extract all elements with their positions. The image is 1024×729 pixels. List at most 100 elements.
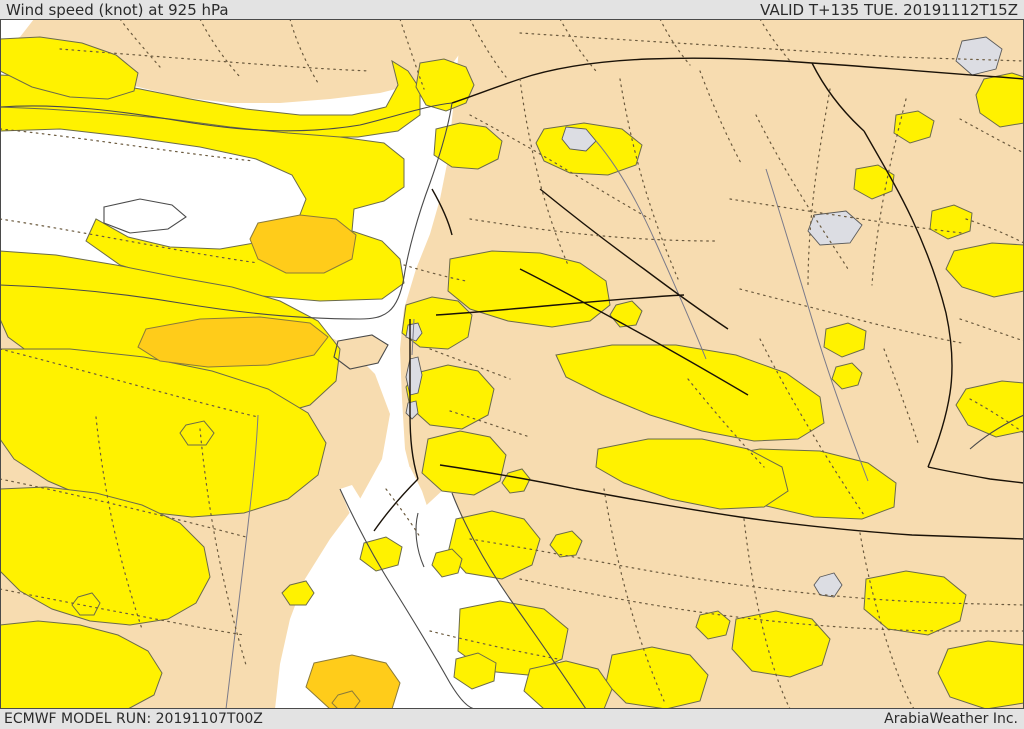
contour-yellow-palmyra-band bbox=[447, 250, 611, 328]
contour-yellow-spot-3 bbox=[549, 530, 583, 558]
internal-border-iraq-f bbox=[759, 338, 865, 516]
contour-yellow-arabia-s-c bbox=[523, 660, 613, 709]
internal-border-anatolia-east2 bbox=[659, 19, 691, 66]
lake-urmia bbox=[955, 36, 1003, 76]
border-israel-egypt-sinai bbox=[373, 478, 419, 532]
contour-yellow-spot-2 bbox=[501, 468, 531, 494]
contour-yellow-lower-egypt-strip bbox=[0, 620, 163, 709]
internal-border-iraq-g bbox=[883, 348, 919, 444]
page-title: Wind speed (knot) at 925 hPa bbox=[6, 1, 229, 19]
internal-border-syria-e bbox=[469, 218, 717, 242]
contour-yellow-zagros-front bbox=[945, 242, 1024, 298]
lake-tharthar bbox=[813, 572, 843, 598]
internal-border-iran-d bbox=[969, 398, 1024, 434]
coastline-red-sea-west bbox=[339, 488, 477, 709]
internal-border-jordan-a bbox=[429, 348, 511, 380]
lakes-layer bbox=[405, 36, 1003, 598]
internal-border-syria-d bbox=[699, 70, 743, 166]
model-run-label: ECMWF MODEL RUN: 20191107T00Z bbox=[4, 711, 263, 727]
internal-border-levant-a bbox=[403, 264, 467, 282]
lake-assad bbox=[561, 126, 597, 152]
river-tigris bbox=[765, 168, 869, 482]
contour-gold-hejaz-patch bbox=[305, 654, 401, 709]
contour-yellow-iraq-spot-a bbox=[853, 164, 895, 200]
contour-yellow-egypt-core bbox=[0, 348, 327, 518]
contour-yellow-spot-4 bbox=[281, 580, 315, 606]
internal-border-saudi-a bbox=[603, 488, 665, 702]
river-jordan bbox=[411, 318, 415, 356]
coastline-mediterranean-south bbox=[0, 276, 405, 320]
internal-border-turkey-b bbox=[199, 19, 241, 78]
border-israel-jordan bbox=[409, 319, 419, 480]
contour-yellow-spot-5 bbox=[179, 420, 215, 446]
internal-border-anatolia-east3 bbox=[759, 19, 791, 62]
border-syria-jordan bbox=[435, 294, 685, 316]
internal-border-iran-a bbox=[959, 118, 1024, 154]
bottom-info-bar: ECMWF MODEL RUN: 20191107T00Z ArabiaWeat… bbox=[0, 709, 1024, 729]
internal-border-syria-a bbox=[469, 114, 651, 220]
contour-yellow-red-sea-spot-a bbox=[453, 652, 497, 690]
coastline-crete bbox=[103, 198, 187, 234]
border-turkey-iraq-east bbox=[811, 62, 865, 132]
border-lebanon-syria bbox=[431, 188, 453, 236]
rivers-layer bbox=[225, 140, 869, 709]
contour-yellow-najd-band bbox=[595, 438, 789, 510]
contour-yellow-syria-interior bbox=[433, 122, 503, 170]
sea-black-sea bbox=[0, 19, 34, 43]
valid-time-label: VALID T+135 TUE. 20191112T15Z bbox=[760, 1, 1018, 19]
border-turkey-syria bbox=[451, 57, 1024, 104]
coastline-red-sea-east bbox=[451, 492, 587, 709]
contour-yellow-red-sea-spot-b bbox=[431, 548, 463, 578]
internal-border-anatolia-north bbox=[519, 32, 1024, 62]
contour-yellow-iraq-spot-b bbox=[893, 110, 935, 144]
internal-border-egypt-a bbox=[0, 348, 259, 418]
border-jordan-saudi-south bbox=[439, 464, 1024, 540]
contour-yellow-levant-north bbox=[415, 58, 475, 112]
internal-border-saudi-f bbox=[429, 630, 559, 660]
contour-band-gold bbox=[137, 214, 401, 709]
contour-yellow-arabia-s-a bbox=[731, 610, 831, 678]
internal-borders-layer bbox=[0, 19, 1024, 709]
contour-yellow-sinai-spot bbox=[359, 536, 403, 572]
river-nile bbox=[225, 414, 259, 709]
coastline-cyprus bbox=[333, 334, 389, 370]
land-turkey-peninsula bbox=[0, 19, 470, 103]
coastline-sinai-south bbox=[415, 512, 425, 568]
top-info-bar: Wind speed (knot) at 925 hPa VALID T+135… bbox=[0, 0, 1024, 19]
internal-border-turkey-e bbox=[399, 19, 425, 90]
map-canvas[interactable] bbox=[0, 19, 1024, 709]
contour-yellow-arabia-se-b bbox=[937, 640, 1024, 709]
contour-yellow-arabia-mid-spot-a bbox=[695, 610, 731, 640]
internal-border-egypt-e bbox=[0, 588, 245, 636]
contour-yellow-iraq-spot-d bbox=[823, 322, 867, 358]
internal-border-egypt-f bbox=[0, 218, 259, 264]
internal-border-turkey-f bbox=[469, 19, 507, 78]
internal-border-iran-b bbox=[965, 218, 1024, 244]
contour-yellow-arabia-se-a bbox=[863, 570, 967, 636]
border-syria-iraq bbox=[539, 188, 729, 330]
river-euphrates bbox=[595, 140, 707, 360]
internal-border-turkey-c bbox=[289, 19, 319, 84]
coastline-layer bbox=[0, 102, 1024, 709]
coastline-levant bbox=[403, 102, 453, 278]
contour-gold-mediterranean-elongated bbox=[137, 316, 329, 368]
credit-label: ArabiaWeather Inc. bbox=[884, 711, 1018, 727]
internal-border-iraq-b bbox=[807, 88, 831, 288]
internal-border-syria-b bbox=[519, 78, 569, 266]
land-island-cyprus bbox=[334, 335, 388, 369]
internal-border-egypt-d bbox=[199, 428, 247, 666]
lake-dead-sea-south bbox=[405, 400, 419, 420]
contour-yellow-arabia-mid-spot-b bbox=[831, 362, 863, 390]
internal-border-saudi-e bbox=[469, 538, 1024, 606]
border-saudi-kuwait bbox=[927, 466, 1024, 484]
internal-border-egypt-b bbox=[0, 478, 247, 538]
lake-van bbox=[807, 210, 863, 246]
contour-yellow-dead-sea-east bbox=[405, 364, 495, 430]
coastline-persian-gulf bbox=[969, 414, 1024, 450]
contour-gold-hejaz-hole-a bbox=[331, 690, 361, 709]
sea-gulf-of-aqaba bbox=[400, 467, 430, 525]
internal-border-iraq-e bbox=[739, 288, 963, 344]
internal-border-anatolia-east bbox=[559, 19, 597, 72]
border-jordan-iraq-saudi bbox=[519, 268, 749, 396]
